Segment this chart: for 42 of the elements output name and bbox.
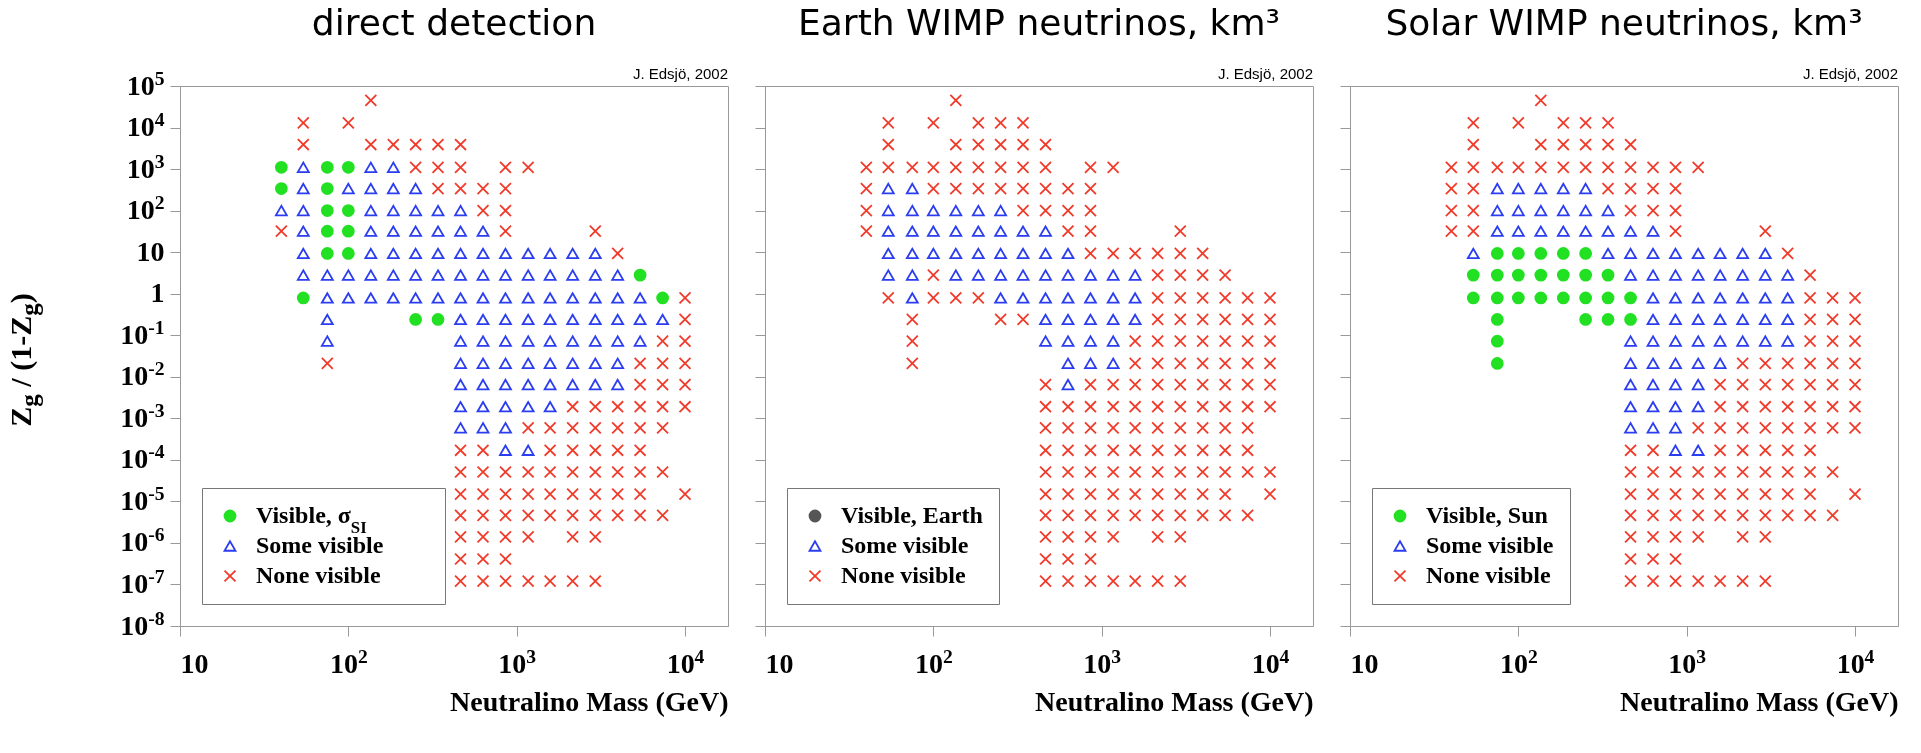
x-tick-label: 10$^{3}$ [498,645,537,679]
y-tick-label: 10$^{4}$ [126,108,165,143]
y-tick-label: 10$^{-4}$ [120,440,165,475]
x-axis-title: Neutralino Mass (GeV) [1035,685,1314,717]
chart-title: Earth WIMP neutrinos, km³ [798,2,1280,43]
legend-label: None visible [256,562,382,588]
x-tick-label: 10$^{2}$ [1499,645,1538,679]
y-tick-label: 10$^{-5}$ [120,482,165,516]
y-tick-label: 10$^{5}$ [126,67,165,101]
x-tick-label: 10 [765,647,794,679]
x-tick-label: 10$^{2}$ [914,645,953,679]
y-tick-label: 10$^{-1}$ [120,316,165,350]
x-tick-label: 10$^{4}$ [1251,645,1290,679]
chart-title: direct detection [311,2,597,43]
legend-label: Some visible [841,532,969,558]
text: J. Edsjö, 2002 [632,65,728,82]
text: J. Edsjö, 2002 [1802,65,1898,82]
legend-label: None visible [841,562,967,588]
legend-label: None visible [1426,562,1552,588]
x-tick-label: 10$^{3}$ [1083,645,1122,679]
legend-label: Some visible [1426,532,1554,558]
x-tick-label: 10$^{3}$ [1668,645,1707,679]
y-tick-label: 10$^{-3}$ [120,399,165,433]
x-axis-title: Neutralino Mass (GeV) [450,685,729,717]
x-tick-label: 10 [180,647,209,679]
x-axis-title: Neutralino Mass (GeV) [1620,685,1899,717]
y-tick-label: 10$^{-7}$ [120,565,165,599]
x-tick-label: 10$^{4}$ [1836,645,1875,679]
y-tick-label: 10$^{-2}$ [120,357,165,392]
chart-title: Solar WIMP neutrinos, km³ [1385,2,1863,43]
text: J. Edsjö, 2002 [1217,65,1313,82]
legend-label: Visible, Sun [1426,502,1548,528]
x-tick-label: 10 [1350,647,1379,679]
y-tick-label: 10$^{2}$ [126,191,165,226]
y-tick-label: 10$^{-8}$ [120,607,165,641]
legend-label: Visible, Earth [841,502,983,528]
y-tick-label: 1 [150,277,165,309]
y-tick-label: 10$^{3}$ [126,150,165,184]
x-tick-label: 10$^{4}$ [666,645,705,679]
x-tick-label: 10$^{2}$ [329,645,368,679]
y-tick-label: 10$^{-6}$ [120,523,165,558]
y-tick-label: 10 [136,235,165,267]
